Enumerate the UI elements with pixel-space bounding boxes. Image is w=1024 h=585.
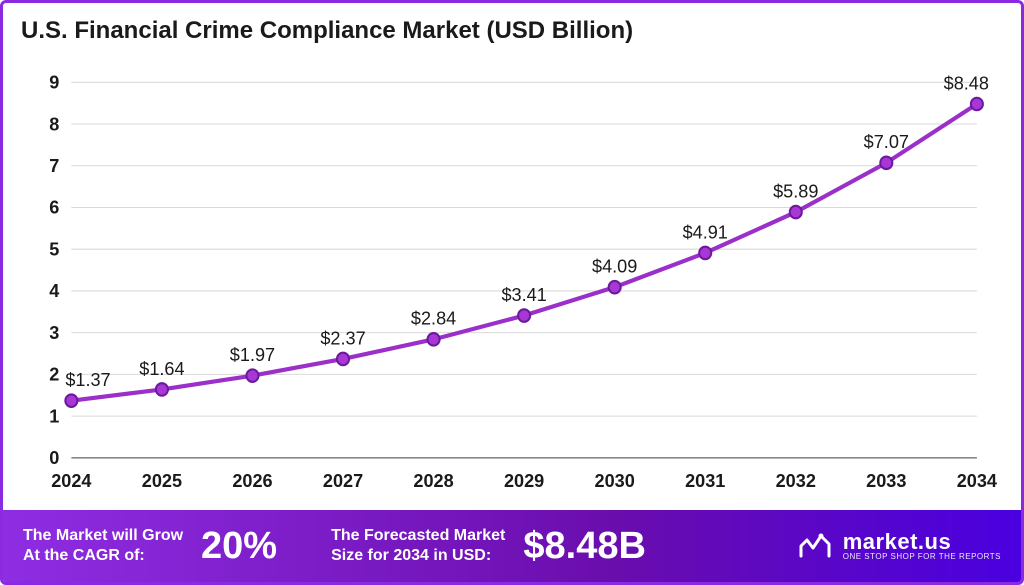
y-axis-tick: 5: [49, 238, 59, 259]
value-label: $8.48: [944, 72, 989, 93]
value-label: $3.41: [501, 284, 546, 305]
forecast-label: The Forecasted MarketSize for 2034 in US…: [331, 526, 505, 566]
y-axis-tick: 1: [49, 405, 59, 426]
value-label: $1.97: [230, 344, 275, 365]
line-chart-svg: 0 1 2 3 4 5 6 7 8 9 $1.37 2024 $1.64 2025 $1.97 2026 $2.…: [11, 51, 997, 510]
y-axis-tick: 9: [49, 71, 59, 92]
data-point: [337, 353, 349, 366]
data-point: [65, 394, 77, 407]
series-line: [71, 104, 977, 401]
value-label: $2.84: [411, 307, 456, 328]
data-point: [246, 369, 258, 382]
value-label: $7.07: [864, 131, 909, 152]
x-axis-tick: 2024: [51, 470, 92, 491]
value-label: $4.09: [592, 255, 637, 276]
brand-block: market.us ONE STOP SHOP FOR THE REPORTS: [797, 528, 1001, 564]
y-axis-tick: 4: [49, 280, 60, 301]
y-axis-tick: 8: [49, 113, 59, 134]
x-axis-tick: 2026: [232, 470, 272, 491]
chart-area: 0 1 2 3 4 5 6 7 8 9 $1.37 2024 $1.64 2025 $1.97 2026 $2.…: [3, 51, 1021, 510]
x-axis-tick: 2030: [595, 470, 635, 491]
x-axis-tick: 2028: [413, 470, 453, 491]
x-axis-tick: 2025: [142, 470, 182, 491]
x-axis-tick: 2032: [776, 470, 816, 491]
x-axis-tick: 2031: [685, 470, 725, 491]
y-axis-tick: 6: [49, 196, 59, 217]
value-label: $1.64: [139, 357, 184, 378]
value-label: $4.91: [683, 221, 728, 242]
data-point: [699, 247, 711, 260]
data-point: [790, 206, 802, 219]
x-axis-tick: 2033: [866, 470, 906, 491]
cagr-label: The Market will GrowAt the CAGR of:: [23, 526, 183, 566]
brand-logo-icon: [797, 528, 833, 564]
data-point: [880, 157, 892, 170]
x-axis-tick: 2034: [957, 470, 997, 491]
data-point: [518, 309, 530, 322]
value-label: $1.37: [65, 369, 110, 390]
value-label: $2.37: [320, 327, 365, 348]
y-axis-tick: 7: [49, 155, 59, 176]
x-axis-tick: 2029: [504, 470, 544, 491]
data-point: [971, 98, 983, 111]
y-axis-tick: 0: [49, 447, 59, 468]
value-label: $5.89: [773, 180, 818, 201]
chart-frame: U.S. Financial Crime Compliance Market (…: [0, 0, 1024, 585]
brand-name: market.us: [843, 530, 1001, 553]
footer-bar: The Market will GrowAt the CAGR of: 20% …: [3, 510, 1021, 582]
x-axis-tick: 2027: [323, 470, 363, 491]
forecast-value: $8.48B: [523, 525, 646, 568]
chart-title: U.S. Financial Crime Compliance Market (…: [3, 3, 1021, 51]
y-axis-tick: 2: [49, 363, 59, 384]
brand-tagline: ONE STOP SHOP FOR THE REPORTS: [843, 553, 1001, 561]
y-axis-tick: 3: [49, 322, 59, 343]
data-point: [428, 333, 440, 346]
cagr-value: 20%: [201, 525, 277, 568]
data-point: [156, 383, 168, 396]
data-point: [609, 281, 621, 294]
